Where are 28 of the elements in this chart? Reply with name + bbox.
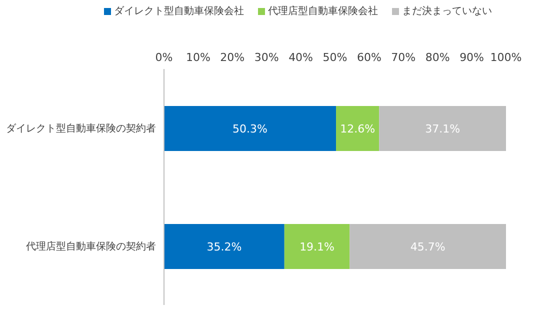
legend-label: まだ決まっていない xyxy=(402,4,492,18)
y-tick-label: 代理店型自動車保険の契約者 xyxy=(25,240,156,253)
x-tick-label: 100% xyxy=(490,51,522,64)
bar xyxy=(164,106,336,151)
x-tick-label: 10% xyxy=(186,51,210,64)
bar xyxy=(350,224,506,269)
x-tick-label: 80% xyxy=(425,51,450,64)
x-tick-label: 20% xyxy=(220,51,245,64)
bar xyxy=(164,224,284,269)
y-tick-label: ダイレクト型自動車保険の契約者 xyxy=(6,122,156,135)
data-label: 45.7% xyxy=(410,240,446,254)
x-tick-label: 0% xyxy=(155,51,173,64)
bar xyxy=(379,106,506,151)
data-label: 35.2% xyxy=(206,240,242,254)
data-label: 50.3% xyxy=(232,122,268,136)
legend-label: 代理店型自動車保険会社 xyxy=(268,4,378,18)
data-label: 37.1% xyxy=(425,122,460,136)
x-tick-label: 60% xyxy=(356,51,382,64)
x-tick-label: 90% xyxy=(460,51,484,64)
x-tick-label: 50% xyxy=(322,51,348,64)
x-tick-label: 70% xyxy=(391,51,416,64)
data-label: 19.1% xyxy=(300,240,335,254)
x-tick-label: 40% xyxy=(288,51,314,64)
bar xyxy=(336,106,380,151)
x-tick-label: 30% xyxy=(254,51,279,64)
data-label: 12.6% xyxy=(340,122,376,136)
legend-label: ダイレクト型自動車保険会社 xyxy=(114,4,244,18)
bar xyxy=(284,224,350,269)
